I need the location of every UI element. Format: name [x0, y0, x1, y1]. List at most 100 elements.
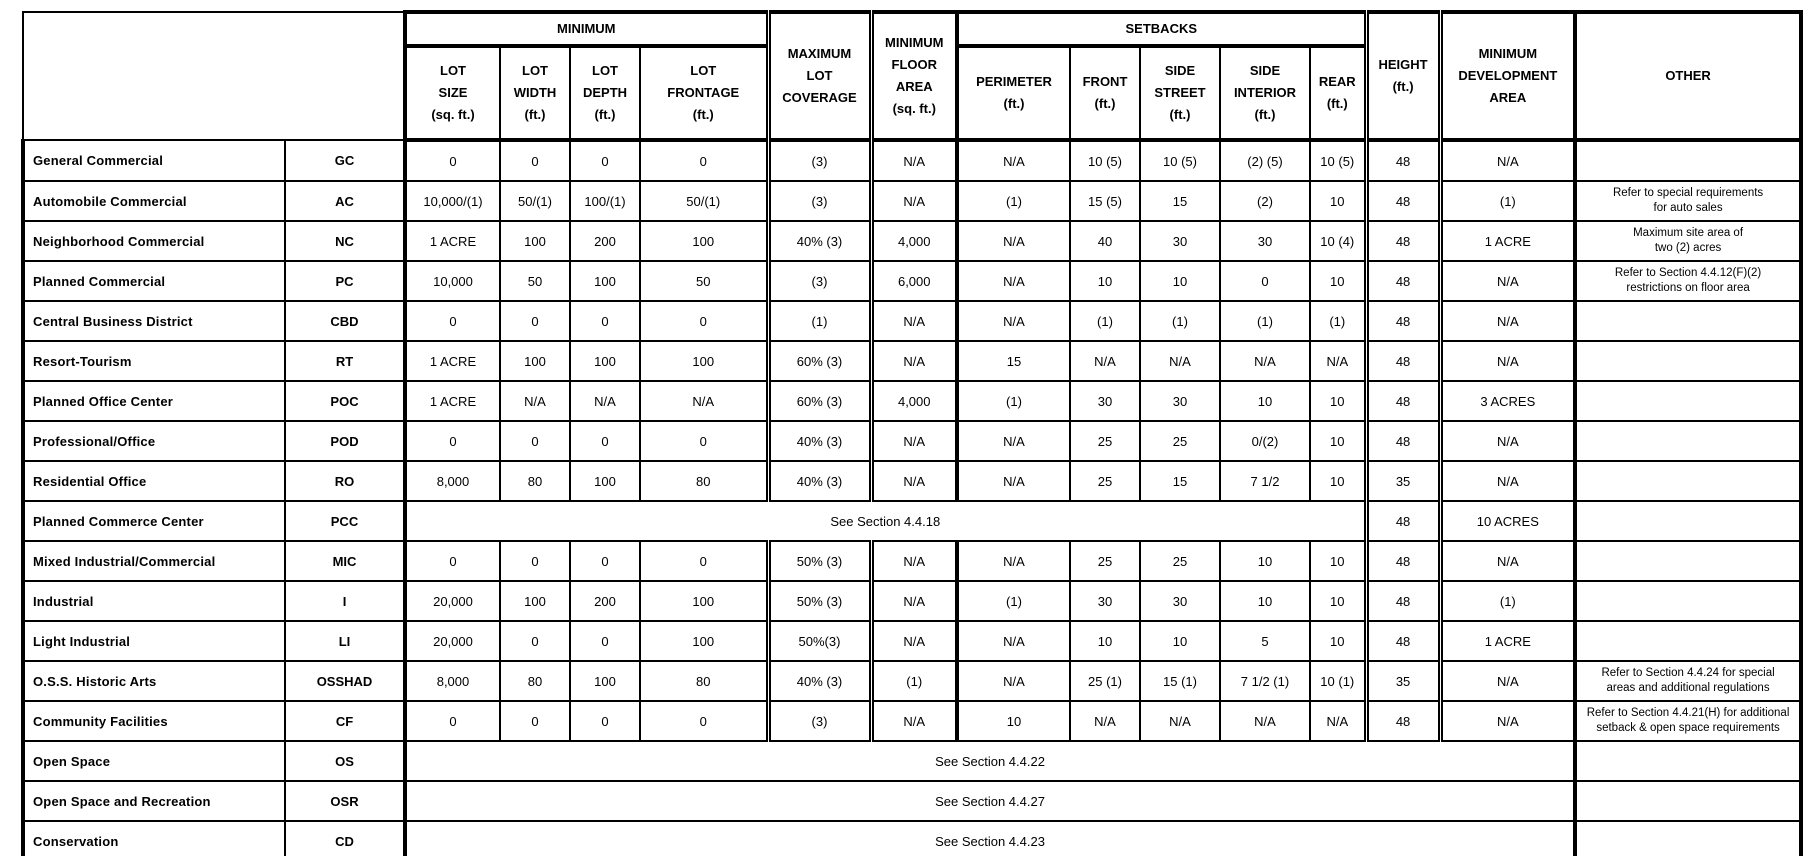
district-name: Planned Office Center [21, 380, 286, 422]
lot-frontage-cell: 50 [639, 260, 769, 302]
lot-width-cell: 0 [499, 300, 571, 342]
front-cell: 10 [1069, 620, 1141, 662]
perimeter-cell: (1) [955, 580, 1071, 622]
perimeter-cell: 15 [955, 340, 1071, 382]
dev-area-cell: N/A [1437, 540, 1577, 582]
dev-area-cell: (1) [1437, 180, 1577, 222]
other-cell [1573, 540, 1804, 582]
floor-area-cell: N/A [868, 300, 958, 342]
perimeter-cell: N/A [955, 660, 1071, 702]
district-name: Industrial [21, 580, 286, 622]
district-code: PCC [284, 500, 406, 542]
perimeter-cell: (1) [955, 380, 1071, 422]
front-cell: 40 [1069, 220, 1141, 262]
side-interior-cell: (2) (5) [1219, 139, 1311, 182]
lot-size-cell: 1 ACRE [403, 380, 501, 422]
other-cell [1573, 580, 1804, 622]
corner-blank [22, 11, 406, 141]
lot-depth-cell: 0 [569, 139, 641, 182]
height-cell: 48 [1363, 139, 1442, 182]
height-cell: 48 [1363, 540, 1442, 582]
lot-size-cell: 8,000 [403, 460, 501, 502]
side-street-cell: 15 [1139, 460, 1221, 502]
table-row: Professional/Office POD 0 0 0 0 40% (3) N/A N/A 2… [21, 420, 1804, 462]
district-code: OS [284, 740, 406, 782]
side-street-cell: 30 [1139, 220, 1221, 262]
dev-area-cell: N/A [1437, 420, 1577, 462]
header-group-row: MINIMUM MAXIMUM LOT COVERAGE MINIMUM FLO… [22, 10, 1804, 142]
rear-cell: 10 [1308, 260, 1368, 302]
header-min-dev-area: MINIMUM DEVELOPMENT AREA [1437, 10, 1577, 142]
header-max-lot-coverage: MAXIMUM LOT COVERAGE [765, 10, 872, 142]
height-cell: 35 [1363, 460, 1442, 502]
table-row: Community Facilities CF 0 0 0 0 (3) N/A 10 N/A N/A… [21, 700, 1804, 742]
floor-area-cell: (1) [868, 660, 958, 702]
table-row: Central Business District CBD 0 0 0 0 (1) N/A N/… [21, 300, 1804, 342]
lot-coverage-cell: (3) [765, 180, 872, 222]
height-cell: 48 [1363, 580, 1442, 622]
other-cell: Refer to Section 4.4.21(H) for additiona… [1573, 700, 1804, 742]
side-street-cell: 10 [1139, 260, 1221, 302]
side-street-cell: 25 [1139, 540, 1221, 582]
front-cell: 25 (1) [1069, 660, 1141, 702]
table-row: Neighborhood Commercial NC 1 ACRE 100 200 100… [21, 220, 1804, 262]
district-code: LI [284, 620, 406, 662]
lot-coverage-cell: (3) [765, 260, 872, 302]
side-interior-cell: 0/(2) [1219, 420, 1311, 462]
rear-cell: 10 [1308, 540, 1368, 582]
rear-cell: 10 (1) [1308, 660, 1368, 702]
side-interior-cell: N/A [1219, 340, 1311, 382]
header-min-floor-area: MINIMUM FLOOR AREA (sq. ft.) [868, 10, 958, 142]
other-cell: Maximum site area of two (2) acres [1573, 220, 1804, 262]
rear-cell: N/A [1308, 700, 1368, 742]
district-code: CF [284, 700, 406, 742]
lot-frontage-cell: 100 [639, 580, 769, 622]
front-cell: 30 [1069, 580, 1141, 622]
rear-cell: N/A [1308, 340, 1368, 382]
side-interior-cell: 0 [1219, 260, 1311, 302]
lot-depth-cell: 0 [569, 700, 641, 742]
perimeter-cell: N/A [955, 220, 1071, 262]
lot-width-cell: 80 [499, 460, 571, 502]
district-code: GC [284, 139, 406, 182]
district-name: General Commercial [21, 139, 286, 182]
other-cell [1573, 820, 1804, 856]
height-cell: 48 [1363, 380, 1442, 422]
rear-cell: 10 [1308, 620, 1368, 662]
lot-coverage-cell: 40% (3) [765, 420, 872, 462]
dev-area-cell: N/A [1437, 460, 1577, 502]
side-interior-cell: 7 1/2 [1219, 460, 1311, 502]
lot-frontage-cell: 0 [639, 139, 769, 182]
lot-depth-cell: 100 [569, 260, 641, 302]
header-lot-width: LOT WIDTH (ft.) [499, 45, 571, 142]
dev-area-cell: 1 ACRE [1437, 220, 1577, 262]
side-interior-cell: 5 [1219, 620, 1311, 662]
lot-size-cell: 8,000 [403, 660, 501, 702]
lot-frontage-cell: 100 [639, 620, 769, 662]
lot-frontage-cell: 100 [639, 220, 769, 262]
lot-frontage-cell: N/A [639, 380, 769, 422]
lot-width-cell: 80 [499, 660, 571, 702]
see-section-cell: See Section 4.4.23 [402, 820, 1577, 856]
lot-coverage-cell: 50%(3) [765, 620, 872, 662]
table-row: Mixed Industrial/Commercial MIC 0 0 0 0 50% (3… [21, 540, 1804, 582]
see-section-cell: See Section 4.4.18 [402, 500, 1368, 542]
header-minimum-group: MINIMUM [403, 10, 769, 48]
lot-size-cell: 0 [403, 540, 501, 582]
height-cell: 48 [1363, 180, 1442, 222]
lot-frontage-cell: 0 [639, 700, 769, 742]
lot-size-cell: 20,000 [403, 580, 501, 622]
floor-area-cell: N/A [868, 340, 958, 382]
height-cell: 48 [1363, 260, 1442, 302]
other-cell [1573, 420, 1804, 462]
see-section-cell: See Section 4.4.27 [402, 780, 1577, 822]
side-interior-cell: (1) [1219, 300, 1311, 342]
rear-cell: 10 (4) [1308, 220, 1368, 262]
district-code: MIC [284, 540, 406, 582]
table-row: Industrial I 20,000 100 200 100 50% (3) N/A (1) 3… [21, 580, 1804, 622]
other-cell [1573, 300, 1804, 342]
perimeter-cell: (1) [955, 180, 1071, 222]
district-name: Residential Office [21, 460, 286, 502]
table-row: O.S.S. Historic Arts OSSHAD 8,000 80 100 80 40… [21, 660, 1804, 702]
front-cell: 10 (5) [1069, 139, 1141, 182]
